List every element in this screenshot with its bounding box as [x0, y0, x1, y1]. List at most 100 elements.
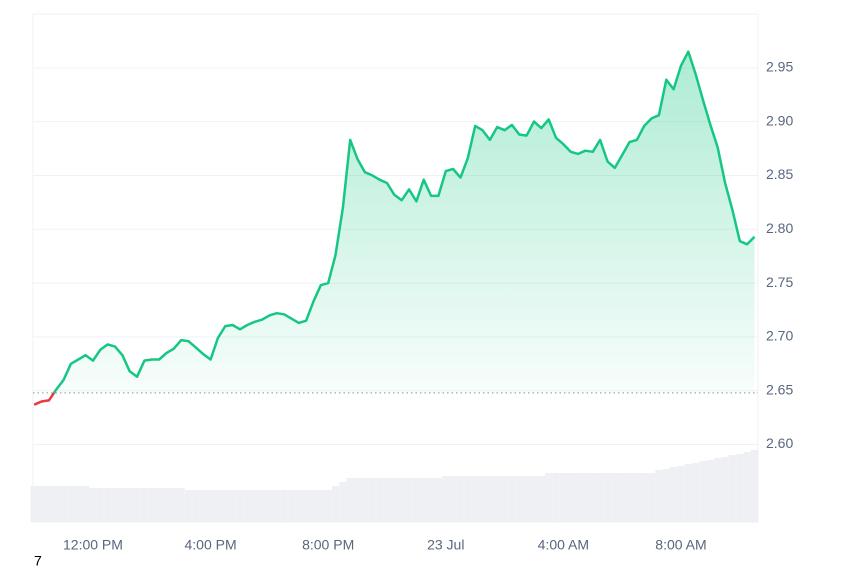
volume-bar	[126, 488, 134, 522]
volume-bar	[133, 488, 141, 522]
volume-bar	[317, 490, 325, 522]
volume-bar	[750, 450, 759, 522]
volume-bar	[346, 478, 354, 522]
volume-bar	[148, 488, 156, 522]
volume-bar	[522, 476, 531, 522]
volume-bar	[706, 460, 715, 522]
y-tick-label: 2.65	[766, 381, 793, 397]
volume-bar	[655, 470, 663, 522]
volume-bar	[383, 478, 391, 522]
volume-bar	[508, 476, 516, 522]
volume-bar	[420, 478, 428, 522]
line-up	[52, 50, 756, 393]
volume-bar	[567, 473, 575, 522]
volume-bar	[397, 478, 406, 522]
volume-bar	[530, 476, 538, 522]
volume-bar	[471, 476, 479, 522]
volume-bar	[478, 476, 487, 522]
volume-bar	[500, 476, 509, 522]
volume-bar	[390, 478, 398, 522]
volume-bar	[140, 488, 149, 522]
volume-bar	[449, 476, 457, 522]
volume-bar	[618, 473, 626, 522]
x-tick-label: 8:00 AM	[655, 537, 706, 553]
volume-bar	[589, 473, 597, 522]
volume-bar	[74, 486, 82, 522]
volume-bar	[434, 478, 443, 522]
volume-bar	[412, 478, 421, 522]
volume-bar	[331, 486, 340, 522]
volume-bar	[59, 486, 68, 522]
volume-bar	[456, 476, 465, 522]
volume-bar	[295, 490, 303, 522]
y-tick-label: 2.90	[766, 112, 793, 128]
volume-bar	[287, 490, 296, 522]
volume-bar	[118, 488, 127, 522]
volume-bar	[353, 478, 362, 522]
volume-bar	[368, 478, 376, 522]
volume-bar	[37, 486, 46, 522]
x-tick-label: 23 Jul	[427, 537, 464, 553]
volume-bar	[361, 478, 369, 522]
volume-bar	[552, 473, 560, 522]
volume-bar	[603, 473, 612, 522]
volume-bar	[662, 469, 670, 522]
volume-bar	[280, 490, 288, 522]
volume-bar	[339, 482, 347, 522]
volume-bar	[464, 476, 472, 522]
volume-bar	[633, 473, 641, 522]
volume-bar	[155, 488, 163, 522]
volume-bar	[162, 488, 171, 522]
volume-bar	[743, 452, 751, 522]
volume-bar	[96, 488, 105, 522]
x-tick-label: 4:00 AM	[538, 537, 589, 553]
y-tick-label: 2.60	[766, 435, 793, 451]
volume-bar	[111, 488, 119, 522]
volume-bar	[89, 488, 97, 522]
volume-bar	[669, 467, 678, 522]
volume-bar	[691, 463, 700, 522]
x-tick-label: 4:00 PM	[185, 537, 237, 553]
volume-bar	[243, 490, 251, 522]
volume-bar	[302, 490, 310, 522]
volume-bar	[184, 490, 193, 522]
volume-bar	[493, 476, 501, 522]
volume-bar	[250, 490, 259, 522]
volume-bar	[721, 457, 729, 522]
volume-bar	[324, 490, 332, 522]
volume-bar	[81, 486, 90, 522]
volume-bar	[677, 466, 685, 522]
volume-bar	[104, 488, 112, 522]
volume-bar	[581, 473, 590, 522]
volume-bar	[199, 490, 207, 522]
volume-bar	[258, 490, 266, 522]
volume-bar	[221, 490, 229, 522]
volume-bar	[405, 478, 413, 522]
volume-bar	[192, 490, 200, 522]
volume-bar	[684, 464, 692, 522]
volume-bar	[714, 458, 722, 522]
volume-bar	[574, 473, 582, 522]
volume-bar	[728, 455, 737, 522]
x-tick-label: 12:00 PM	[63, 537, 123, 553]
volume-bar	[206, 490, 215, 522]
volume-bar	[67, 486, 75, 522]
volume-bar	[427, 478, 435, 522]
volume-bar	[45, 486, 53, 522]
volume-bar	[273, 490, 281, 522]
y-tick-label: 2.75	[766, 274, 793, 290]
y-tick-label: 2.70	[766, 328, 793, 344]
volume-bar	[596, 473, 604, 522]
volume-bar	[515, 476, 523, 522]
volume-bar	[170, 488, 178, 522]
corner-label: 7	[34, 553, 42, 567]
volume-bar	[52, 486, 60, 522]
volume-bar	[486, 476, 494, 522]
volume-bar	[228, 490, 237, 522]
volume-bar	[699, 461, 707, 522]
volume-bar	[736, 454, 744, 522]
volume-bar	[214, 490, 222, 522]
volume-bar	[236, 490, 244, 522]
volume-bar	[640, 473, 648, 522]
